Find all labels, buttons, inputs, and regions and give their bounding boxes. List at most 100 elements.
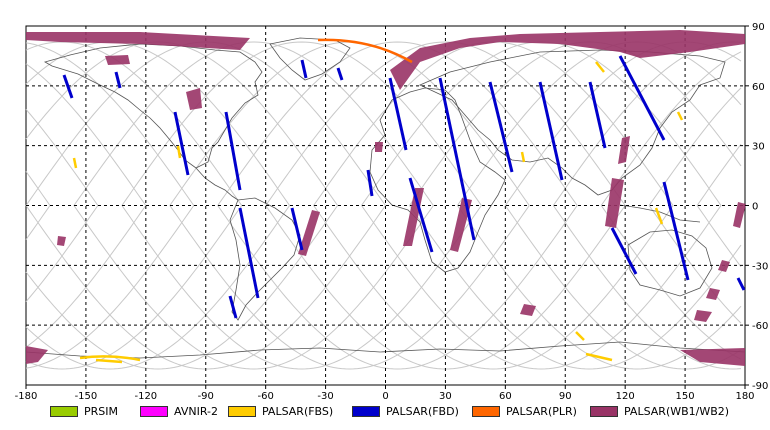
- fbs-swath-9: [79, 355, 141, 364]
- legend-item: PALSAR(PLR): [472, 403, 577, 419]
- australia-outline: [627, 229, 713, 297]
- legend-swatch: [352, 405, 380, 417]
- lon-tick-label: 0: [382, 391, 388, 400]
- lon-tick-label: -180: [15, 391, 38, 400]
- wb-swath-indochina: [605, 178, 624, 228]
- fbd-swath-8: [300, 59, 308, 79]
- wb-swath-antarctica-east: [680, 348, 745, 366]
- legend-label: AVNIR-2: [174, 404, 218, 418]
- fbd-swath-18: [610, 227, 638, 275]
- fbd-swath-4: [224, 111, 242, 191]
- orbit-track: [25, 205, 742, 370]
- orbit-track: [25, 205, 742, 370]
- lat-tick-label: -30: [752, 261, 768, 272]
- legend-label: PALSAR(FBD): [386, 404, 459, 418]
- wb-swath-pacific-south-west: [57, 236, 66, 246]
- lon-tick-label: 150: [676, 391, 695, 400]
- wb-swath-canada: [186, 88, 202, 110]
- wb-swath-pacific: [733, 202, 746, 228]
- fbd-swath-11: [366, 169, 374, 197]
- lon-tick-label: -60: [257, 391, 273, 400]
- wb-swath-south-ocean: [694, 310, 712, 322]
- fbd-swath-14: [488, 81, 514, 173]
- lon-tick-label: -90: [198, 391, 214, 400]
- palsar-plr-swath: [317, 38, 413, 64]
- wb-swath-south-pacific: [718, 260, 730, 272]
- lon-tick-label: 180: [735, 391, 754, 400]
- orbit-track: [25, 205, 742, 370]
- lon-tick-label: 30: [439, 391, 452, 400]
- wb-swath-china: [618, 136, 630, 164]
- legend: PRSIM AVNIR-2 PALSAR(FBS) PALSAR(FBD) PALSAR…: [0, 397, 770, 425]
- fbs-swath-4: [595, 61, 605, 73]
- orbit-track: [25, 205, 742, 370]
- wb-swath-arctic-west: [26, 32, 250, 50]
- legend-swatch: [140, 405, 168, 417]
- fbs-swath-5: [654, 207, 664, 225]
- fbs-swath-3: [520, 151, 526, 163]
- fbs-swath-6: [676, 111, 684, 121]
- legend-item: PALSAR(FBS): [228, 403, 333, 419]
- wb-swath-brazil: [298, 210, 320, 256]
- wb-swath-arctic-east: [390, 30, 745, 90]
- fbd-swath-1: [62, 74, 74, 99]
- legend-swatch: [228, 405, 256, 417]
- lon-tick-label: -30: [317, 391, 333, 400]
- longitude-ticks: -180 -150 -120 -90 -60 -30 0 30 60 90 120 150 180: [15, 385, 755, 400]
- fbd-swath-5: [238, 207, 260, 299]
- palsar-wb-swaths: [26, 30, 746, 366]
- coverage-map: -180 -150 -120 -90 -60 -30 0 30 60 90 120 150 180 90…: [15, 22, 769, 400]
- legend-swatch: [472, 405, 500, 417]
- fbs-swath-8: [585, 352, 613, 362]
- legend-swatch: [590, 405, 618, 417]
- orbit-track: [25, 205, 742, 370]
- fbd-swath-10: [388, 77, 408, 151]
- fbd-swath-17: [618, 55, 666, 141]
- lat-tick-label: 90: [752, 22, 765, 33]
- wb-swath-antarctica-west: [26, 346, 48, 364]
- legend-item: PALSAR(FBD): [352, 403, 459, 419]
- legend-label: PALSAR(PLR): [506, 404, 577, 418]
- legend-label: PALSAR(WB1/WB2): [624, 404, 730, 418]
- lat-tick-label: 0: [752, 202, 758, 213]
- lon-tick-label: 60: [499, 391, 512, 400]
- fbd-swath-16: [588, 81, 607, 149]
- lon-tick-label: 120: [616, 391, 635, 400]
- north-america-outline: [43, 43, 263, 169]
- fbd-swath-6: [290, 207, 304, 251]
- fbd-swath-13: [408, 177, 434, 253]
- lat-tick-label: 30: [752, 142, 765, 153]
- legend-item: PALSAR(WB1/WB2): [590, 403, 729, 419]
- fbd-swath-12: [438, 77, 476, 241]
- legend-label: PRSIM: [84, 404, 118, 418]
- lat-tick-label: -60: [752, 321, 768, 332]
- palsar-fbd-swaths: [62, 55, 746, 319]
- fbd-swath-19: [662, 181, 690, 281]
- fbd-swath-3: [173, 111, 190, 176]
- lat-tick-label: 60: [752, 82, 765, 93]
- fbd-swath-20: [736, 277, 746, 291]
- fbd-swath-2: [114, 71, 122, 89]
- fbd-swath-9: [336, 67, 344, 81]
- lat-tick-label: -90: [752, 381, 768, 392]
- fbs-swath-7: [575, 331, 585, 341]
- lon-tick-label: -120: [134, 391, 157, 400]
- legend-item: AVNIR-2: [140, 403, 218, 419]
- lon-tick-label: -150: [75, 391, 98, 400]
- central-america-outline: [195, 167, 239, 201]
- legend-label: PALSAR(FBS): [262, 404, 334, 418]
- wb-swath-west-africa: [375, 142, 383, 152]
- indonesia-outline: [619, 204, 701, 223]
- legend-swatch: [50, 405, 78, 417]
- fbd-swath-7: [228, 295, 238, 319]
- fbs-swath-2: [176, 145, 182, 159]
- legend-item: PRSIM: [50, 403, 118, 419]
- antarctica-outline: [25, 341, 746, 359]
- wb-swath-indian-ocean: [520, 304, 536, 316]
- wb-swath-nz: [706, 288, 720, 300]
- lon-tick-label: 90: [559, 391, 572, 400]
- wb-swath-alaska: [105, 55, 130, 65]
- fbs-swath-1: [72, 157, 78, 169]
- fbd-swath-15: [538, 81, 564, 181]
- latitude-ticks: 90 60 30 0 -30 -60 -90: [745, 22, 768, 392]
